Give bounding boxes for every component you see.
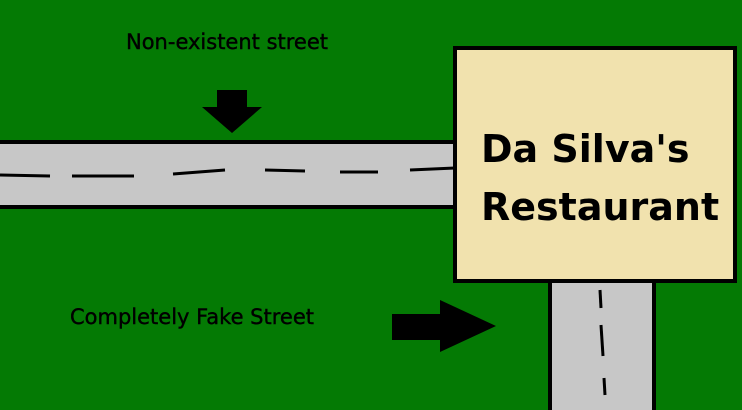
restaurant-name: Da Silva's Restaurant [481,120,719,236]
bottom-street-label: Completely Fake Street [70,305,314,329]
restaurant-name-line2: Restaurant [481,185,720,229]
restaurant-name-line1: Da Silva's [481,127,690,171]
down-arrow-icon [202,90,262,133]
vertical-road-center-dashes [598,289,607,396]
top-street-label: Non-existent street [126,30,328,54]
horizontal-road-center-dashes [0,166,456,178]
restaurant-building: Da Silva's Restaurant [453,46,737,283]
horizontal-road-surface [0,140,467,209]
vertical-road [548,274,656,410]
horizontal-road [0,140,467,209]
right-arrow-icon [392,300,496,352]
